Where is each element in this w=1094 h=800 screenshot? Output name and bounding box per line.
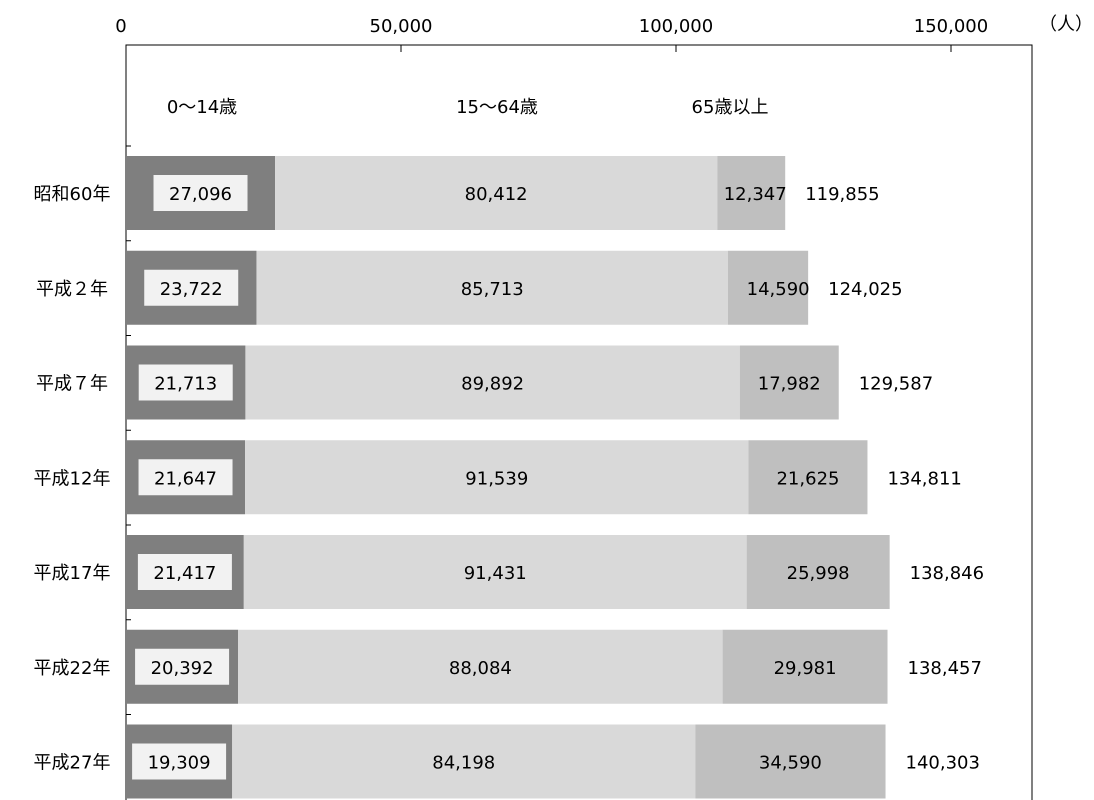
- unit-label: （人）: [1039, 14, 1093, 35]
- bar-segment: [739, 345, 839, 420]
- total-label: 119,855: [805, 184, 879, 205]
- plot-frame: [125, 44, 1033, 800]
- category-label: 平成12年: [34, 468, 111, 489]
- x-tick-label: 150,000: [914, 16, 988, 37]
- x-tick-label: 0: [115, 16, 126, 37]
- data-label: 23,722: [160, 279, 223, 300]
- bar-segment: [722, 629, 888, 704]
- total-label: 138,846: [910, 563, 984, 584]
- x-tick-label: 100,000: [639, 16, 713, 37]
- bar-segment: [748, 440, 868, 515]
- data-label: 34,590: [759, 753, 822, 774]
- data-label: 91,539: [465, 468, 528, 489]
- category-label: 昭和60年: [34, 184, 111, 205]
- category-label: 平成22年: [34, 658, 111, 679]
- total-label: 140,303: [906, 753, 980, 774]
- data-label: 19,309: [148, 753, 211, 774]
- data-label: 21,625: [776, 468, 839, 489]
- bar-segment: [245, 440, 749, 515]
- total-label: 124,025: [828, 279, 902, 300]
- total-label: 129,587: [859, 374, 933, 395]
- data-label: 17,982: [758, 374, 821, 395]
- bar-segment: [232, 724, 696, 799]
- bar-segment: [275, 156, 718, 230]
- bar-segment: [238, 629, 723, 704]
- data-label: 88,084: [449, 658, 512, 679]
- data-label-box: [135, 648, 230, 685]
- bar-segment: [256, 250, 728, 325]
- category-label: 平成17年: [34, 563, 111, 584]
- bar-segment: [245, 345, 740, 420]
- data-label: 91,431: [464, 563, 527, 584]
- x-tick-label: 50,000: [370, 16, 433, 37]
- bar-segment: [717, 156, 786, 230]
- data-label-box: [144, 269, 239, 306]
- data-label: 14,590: [747, 279, 810, 300]
- series-name-label: 65歳以上: [692, 97, 769, 118]
- bar-segment: [243, 535, 747, 609]
- total-label: 134,811: [887, 468, 961, 489]
- data-label: 21,647: [154, 468, 217, 489]
- data-label: 25,998: [787, 563, 850, 584]
- data-label: 29,981: [774, 658, 837, 679]
- data-label: 85,713: [461, 279, 524, 300]
- bar-segment: [727, 250, 809, 325]
- bar-segment: [695, 724, 886, 799]
- category-label: 平成７年: [36, 374, 108, 395]
- data-label: 80,412: [465, 184, 528, 205]
- series-name-label: 0～14歳: [167, 97, 237, 118]
- category-label: 平成27年: [34, 753, 111, 774]
- data-label-box: [132, 743, 227, 780]
- data-label: 20,392: [151, 658, 214, 679]
- series-name-label: 15～64歳: [456, 97, 538, 118]
- data-label-box: [153, 175, 248, 211]
- total-label: 138,457: [908, 658, 982, 679]
- category-label: 平成２年: [36, 279, 108, 300]
- data-label: 21,417: [153, 563, 216, 584]
- data-label: 12,347: [724, 184, 787, 205]
- data-label-box: [137, 554, 232, 590]
- data-label: 89,892: [461, 374, 524, 395]
- bar-segment: [746, 535, 890, 609]
- data-label-box: [138, 364, 233, 401]
- data-label: 21,713: [154, 374, 217, 395]
- data-label-box: [138, 459, 233, 496]
- data-label: 84,198: [432, 753, 495, 774]
- data-label: 27,096: [169, 184, 232, 205]
